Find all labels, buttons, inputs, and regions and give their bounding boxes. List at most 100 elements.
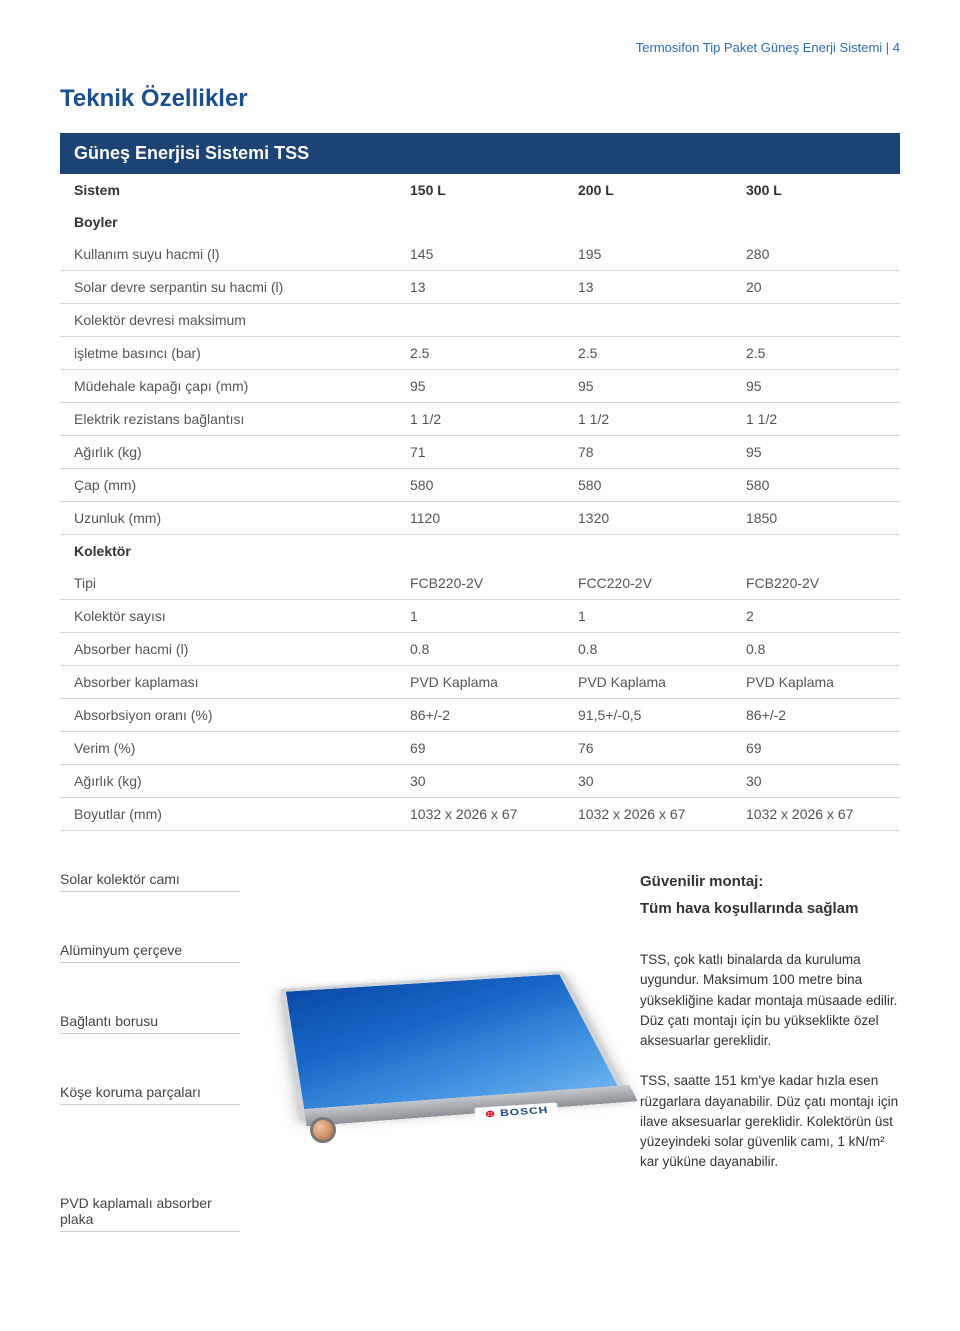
- sistem-cell: 300 L: [732, 174, 900, 206]
- table-cell: Boyutlar (mm): [60, 798, 396, 831]
- table-row: Solar devre serpantin su hacmi (l)131320: [60, 271, 900, 304]
- table-cell: Solar devre serpantin su hacmi (l): [60, 271, 396, 304]
- section-title: Teknik Özellikler: [60, 85, 900, 113]
- table-cell: 1850: [732, 502, 900, 535]
- spec-table: Güneş Enerjisi Sistemi TSS Sistem150 L20…: [60, 133, 900, 831]
- table-cell: 1320: [564, 502, 732, 535]
- table-cell: 95: [732, 370, 900, 403]
- table-cell: Tipi: [60, 567, 396, 600]
- table-cell: Uzunluk (mm): [60, 502, 396, 535]
- table-cell: 13: [564, 271, 732, 304]
- table-row: Ağırlık (kg)717895: [60, 436, 900, 469]
- callout-absorber-plate: PVD kaplamalı absorber plaka: [60, 1195, 240, 1232]
- table-cell: 0.8: [732, 633, 900, 666]
- table-cell: [732, 206, 900, 238]
- table-cell: PVD Kaplama: [732, 666, 900, 699]
- table-cell: FCB220-2V: [732, 567, 900, 600]
- table-cell: Müdehale kapağı çapı (mm): [60, 370, 396, 403]
- table-cell: 86+/-2: [396, 699, 564, 732]
- table-cell: 580: [732, 469, 900, 502]
- table-cell: [396, 535, 564, 568]
- montage-p1: TSS, çok katlı binalarda da kuruluma uyg…: [640, 950, 900, 1051]
- montage-text: Güvenilir montaj: Tüm hava koşullarında …: [620, 871, 900, 1291]
- sistem-row: Sistem150 L200 L300 L: [60, 174, 900, 206]
- table-cell: 1 1/2: [732, 403, 900, 436]
- table-row: Elektrik rezistans bağlantısı1 1/21 1/21…: [60, 403, 900, 436]
- table-row: Verim (%)697669: [60, 732, 900, 765]
- table-cell: 145: [396, 238, 564, 271]
- table-cell: 0.8: [396, 633, 564, 666]
- table-cell: 2: [732, 600, 900, 633]
- table-cell: 1032 x 2026 x 67: [732, 798, 900, 831]
- table-cell: 71: [396, 436, 564, 469]
- table-cell: 1120: [396, 502, 564, 535]
- table-cell: 13: [396, 271, 564, 304]
- table-cell: 76: [564, 732, 732, 765]
- callout-corner-protect: Köşe koruma parçaları: [60, 1084, 240, 1105]
- table-cell: 280: [732, 238, 900, 271]
- table-row: Ağırlık (kg)303030: [60, 765, 900, 798]
- col-header-3: [732, 133, 900, 174]
- spec-table-head: Güneş Enerjisi Sistemi TSS: [60, 133, 900, 174]
- table-cell: 580: [396, 469, 564, 502]
- sistem-cell: Sistem: [60, 174, 396, 206]
- table-cell: Verim (%): [60, 732, 396, 765]
- table-cell: PVD Kaplama: [564, 666, 732, 699]
- col-header-1: [396, 133, 564, 174]
- table-row: Uzunluk (mm)112013201850: [60, 502, 900, 535]
- table-cell: Absorber kaplaması: [60, 666, 396, 699]
- table-cell: FCB220-2V: [396, 567, 564, 600]
- panel-diagram: BOSCH: [240, 871, 620, 1291]
- table-cell: 20: [732, 271, 900, 304]
- callouts-left: Solar kolektör camı Alüminyum çerçeve Ba…: [60, 871, 240, 1291]
- table-cell: 95: [564, 370, 732, 403]
- table-cell: Ağırlık (kg): [60, 765, 396, 798]
- table-cell: 1032 x 2026 x 67: [564, 798, 732, 831]
- sistem-cell: 200 L: [564, 174, 732, 206]
- table-row: Kolektör: [60, 535, 900, 568]
- table-cell: 1 1/2: [396, 403, 564, 436]
- table-cell: Kolektör devresi maksimum: [60, 304, 396, 337]
- table-cell: [564, 304, 732, 337]
- table-cell: [732, 304, 900, 337]
- table-cell: Kullanım suyu hacmi (l): [60, 238, 396, 271]
- table-cell: 86+/-2: [732, 699, 900, 732]
- table-cell: 0.8: [564, 633, 732, 666]
- table-cell: 91,5+/-0,5: [564, 699, 732, 732]
- table-cell: 1: [396, 600, 564, 633]
- table-row: Boyutlar (mm) 1032 x 2026 x 671032 x 2026…: [60, 798, 900, 831]
- table-row: işletme basıncı (bar)2.52.52.5: [60, 337, 900, 370]
- table-cell: 95: [396, 370, 564, 403]
- table-row: Kolektör devresi maksimum: [60, 304, 900, 337]
- table-row: Absorber hacmi (l)0.80.80.8: [60, 633, 900, 666]
- col-header-2: [564, 133, 732, 174]
- table-cell: 30: [564, 765, 732, 798]
- table-cell: 580: [564, 469, 732, 502]
- table-cell: 2.5: [732, 337, 900, 370]
- table-row: Çap (mm)580580580: [60, 469, 900, 502]
- table-cell: Çap (mm): [60, 469, 396, 502]
- table-cell: 195: [564, 238, 732, 271]
- table-row: Kolektör sayısı112: [60, 600, 900, 633]
- table-cell: [564, 206, 732, 238]
- table-cell: 2.5: [396, 337, 564, 370]
- table-row: Absorber kaplamasıPVD KaplamaPVD Kaplama…: [60, 666, 900, 699]
- table-cell: işletme basıncı (bar): [60, 337, 396, 370]
- table-row: Absorbsiyon oranı (%)86+/-291,5+/-0,586+…: [60, 699, 900, 732]
- callout-aluminum-frame: Alüminyum çerçeve: [60, 942, 240, 963]
- table-cell: PVD Kaplama: [396, 666, 564, 699]
- table-cell: Boyler: [60, 206, 396, 238]
- table-cell: 1 1/2: [564, 403, 732, 436]
- table-row: Müdehale kapağı çapı (mm)959595: [60, 370, 900, 403]
- spec-table-body: Sistem150 L200 L300 LBoylerKullanım suyu…: [60, 174, 900, 831]
- diagram-section: Solar kolektör camı Alüminyum çerçeve Ba…: [60, 871, 900, 1291]
- table-row: TipiFCB220-2VFCC220-2VFCB220-2V: [60, 567, 900, 600]
- montage-heading: Güvenilir montaj:: [640, 871, 900, 894]
- sistem-cell: 150 L: [396, 174, 564, 206]
- table-cell: 95: [732, 436, 900, 469]
- table-cell: [396, 304, 564, 337]
- table-cell: [396, 206, 564, 238]
- table-cell: Kolektör sayısı: [60, 600, 396, 633]
- callout-solar-cam: Solar kolektör camı: [60, 871, 240, 892]
- table-cell: Absorber hacmi (l): [60, 633, 396, 666]
